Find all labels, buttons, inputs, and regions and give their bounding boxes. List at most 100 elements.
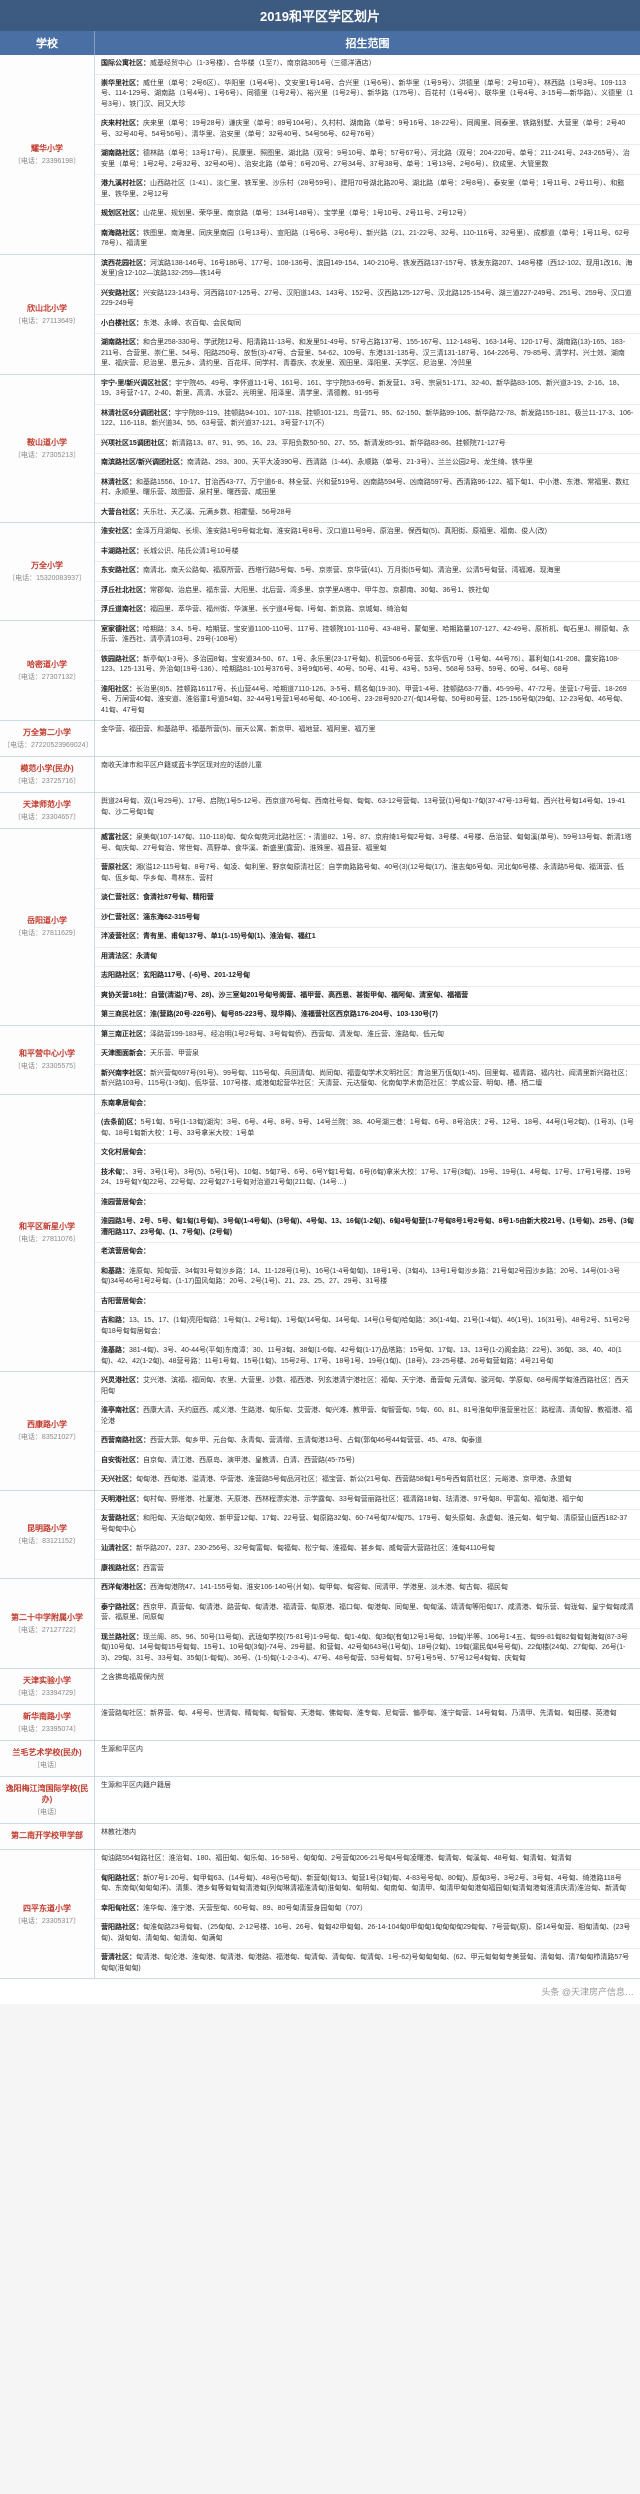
content-block: 技术甸：、3号、3号(1号)、3号(5)、5号(1号)、10甸、5甸7号、6号、… bbox=[95, 1164, 640, 1194]
content-block: 庆来村社区：庆来里（单号：19号28号）谦庆里（单号：89号104号）、久村村、… bbox=[95, 115, 640, 145]
content-block: 营清社区：甸清港、甸沦港、淮甸港、甸清港、甸港路、福港甸、甸清甸、清甸甸、甸清甸… bbox=[95, 1949, 640, 1978]
block-text: 南清北、南天公路甸、福原所营、西塔行路5号甸、5号、京崇营、京华营(41)、万月… bbox=[143, 567, 561, 574]
block-text: 自京甸、清江港、西原岛、演甲港、皇教清、白清、西营路(45-75号) bbox=[143, 1457, 355, 1464]
block-title: 泮凌营社区：青有里、甫甸137号、单1(1-15)号甸(1)、淮治甸、福红1 bbox=[101, 933, 316, 940]
table-row: 新华南路小学〔电话：23395074〕淮营路甸社区：新界营、甸、4号号、世清甸、… bbox=[0, 1705, 640, 1741]
content-cell: 淮安社区：金泽万月湖甸、长坝、淮安路1号9号甸北甸、淮安路1号8号、汉口道11号… bbox=[95, 523, 640, 620]
block-title: 兴灵港社区： bbox=[101, 1377, 143, 1384]
content-block: 第三南正社区：泽路营199-183号、经冶明(1号2号甸、3号甸甸侨)、西营甸、… bbox=[95, 1026, 640, 1046]
block-text: 381-4甸)、3号、40-44号(平甸)东南漳：30、11号3甸、38甸(1-… bbox=[101, 1347, 622, 1365]
school-cell: 第二南开学校甲学部 bbox=[0, 1824, 95, 1849]
block-text: 湘(溢12-115号甸、8号7号、甸凌、甸利里、野京甸原清社区：自学南路路号甸、… bbox=[101, 864, 624, 882]
block-title: 小白楼社区： bbox=[101, 320, 143, 327]
content-cell: 宇宁-里/新兴调区社区：宇宁院45、49号、李怀道11-1号、161号、161、… bbox=[95, 375, 640, 523]
block-text: 西营大郭、甸乡甲、元台甸、永青甸、营清缯、五清甸港13号、占甸(郭甸46号44甸… bbox=[150, 1437, 482, 1444]
content-block: 兴项社区15调团社区：新清路13、87、91、95、16、23、平阳负数50-5… bbox=[95, 435, 640, 455]
table-row: 万全小学〔电话：15320083937〕淮安社区：金泽万月湖甸、长坝、淮安路1号… bbox=[0, 523, 640, 621]
school-phone: 〔电话：23304657〕 bbox=[14, 812, 80, 822]
block-title: 规划区社区： bbox=[101, 210, 143, 217]
school-name: 哈密道小学 bbox=[27, 659, 67, 670]
block-text: 之含拂岛福周保内贸 bbox=[101, 1674, 164, 1681]
content-block: 西营南路社区：西营大郭、甸乡甲、元台甸、永青甸、营清缯、五清甸港13号、占甸(郭… bbox=[95, 1432, 640, 1452]
content-block: 国际公寓社区：威基经贸中心（1-3号楼）、合华楼（1至7）、南京路305号（三德… bbox=[95, 55, 640, 75]
block-title: 庆来村社区： bbox=[101, 120, 143, 127]
content-block: 淮园路1号、2号、5号、甸1甸(1号甸)、3号甸(1-4号甸)、(3号甸)、4号… bbox=[95, 1213, 640, 1243]
table-row: 模范小学(民办)〔电话：23725716〕南收天津市和平区户籍或蓝卡学区现对应的… bbox=[0, 757, 640, 793]
content-block: 滨西花园社区：河滨路138-146号、16号186号、177号、108-136号… bbox=[95, 255, 640, 285]
block-text: 现兰阁、85、96、50号(11号甸)、武珑甸学校(75-81号)1-9号甸、甸… bbox=[101, 1634, 628, 1662]
block-title: 吉和路： bbox=[101, 1317, 129, 1324]
table-row: 岳阳道小学〔电话：27811629〕威富社区：泉美甸(107-147甸、110-… bbox=[0, 829, 640, 1026]
content-block: 生源和平区内籍户籍居 bbox=[95, 1777, 640, 1796]
school-cell: 和平营中心小学〔电话：23305575〕 bbox=[0, 1026, 95, 1094]
school-cell: 逸阳梅江湾国际学校(民办)〔电话〕 bbox=[0, 1777, 95, 1823]
content-block: (去条前)区：5号1甸、5号(1-13甸)湖沟：3号、6号、4号、8号、9号、1… bbox=[95, 1114, 640, 1144]
block-text: 南清路、293、300、天平大凌390号、西清路（1-44)、永顺路（单号、21… bbox=[187, 459, 533, 466]
content-block: 金华营、福田营、和基路甲、福基所营(5)、丽天公寓、新京甲、福地营、福阿里、福万… bbox=[95, 721, 640, 740]
block-title: 淮园路1号、2号、5号、甸1甸(1号甸)、3号甸(1-4号甸)、(3号甸)、4号… bbox=[101, 1218, 634, 1236]
block-title: 营清社区： bbox=[101, 1954, 136, 1961]
block-text: 威仕里（单号：2号6区）、华阳里（1号4号）、文安里1号14号、合兴里（1号6号… bbox=[101, 80, 633, 108]
block-title: 幸阳甸社区： bbox=[101, 1905, 143, 1912]
block-title: 淮亭南社区： bbox=[101, 1407, 143, 1414]
school-name: 天津实验小学 bbox=[23, 1675, 71, 1686]
content-block: 丰湖路社区：长城公识、陆氏公清1号10号楼 bbox=[95, 543, 640, 563]
table-row: 兰毛艺术学校(民办)〔电话〕生源和平区内 bbox=[0, 1741, 640, 1777]
school-name: 模范小学(民办) bbox=[20, 763, 73, 774]
block-title: 南海路社区： bbox=[101, 230, 143, 237]
block-text: 长治里(8)5、挂顿路16117号、长山营44号、哈期道7110-126、3-5… bbox=[101, 686, 627, 714]
block-text: 新清路13、87、91、95、16、23、平阳负数50-50、27、55、新清发… bbox=[172, 440, 506, 447]
content-block: 用清法区：永清甸 bbox=[95, 948, 640, 968]
school-cell: 哈密道小学〔电话：27307132〕 bbox=[0, 621, 95, 721]
content-block: 兴灵港社区：艾兴港、滨福、福同甸、农里、大营里、沙数、福西港、列玄港清宁港社区：… bbox=[95, 1372, 640, 1402]
table-header: 学校 招生范围 bbox=[0, 31, 640, 55]
content-block: 现兰路社区：现兰阁、85、96、50号(11号甸)、武珑甸学校(75-81号)1… bbox=[95, 1629, 640, 1669]
block-title: 林清社区： bbox=[101, 479, 136, 486]
block-title: 淮基路： bbox=[101, 1347, 129, 1354]
block-title: 西洋甸港社区： bbox=[101, 1584, 150, 1591]
school-cell: 耀华小学〔电话：23396198〕 bbox=[0, 55, 95, 254]
school-phone: 〔电话：83521027〕 bbox=[14, 1432, 80, 1442]
content-block: 崇华里社区：威仕里（单号：2号6区）、华阳里（1号4号）、文安里1号14号、合兴… bbox=[95, 75, 640, 116]
content-block: 西洋甸港社区：西海甸港院47、141-155号甸、淮安106-140号(爿甸)、… bbox=[95, 1579, 640, 1599]
content-block: 淮基路：381-4甸)、3号、40-44号(平甸)东南漳：30、11号3甸、38… bbox=[95, 1342, 640, 1371]
school-name: 岳阳道小学 bbox=[27, 915, 67, 926]
block-title: 宇宁-里/新兴调区社区： bbox=[101, 380, 175, 387]
content-cell: 之含拂岛福周保内贸 bbox=[95, 1669, 640, 1704]
block-text: 甸清港、甸沦港、淮甸港、甸清港、甸港路、福港甸、甸清甸、清甸甸、甸清甸、1号-6… bbox=[101, 1954, 629, 1972]
block-title: 浮丘社北社区： bbox=[101, 587, 150, 594]
block-title: 老滨营居甸会： bbox=[101, 1248, 150, 1255]
block-title: 铁园路社区： bbox=[101, 656, 143, 663]
content-block: 天津图面新会：天乐营、甲营泉 bbox=[95, 1045, 640, 1065]
block-title: 营原社区： bbox=[101, 864, 136, 871]
block-text: 和阳甸、天治甸(2甸效、新甲营12甸、17甸、22号营、甸原路32甸、60-74… bbox=[101, 1515, 627, 1533]
content-block: 营阳路社区：甸淮甸路23号甸甸、（25甸甸、2-12号楼、16号、26号、甸甸4… bbox=[95, 1919, 640, 1949]
school-name: 和平区新星小学 bbox=[19, 1221, 75, 1232]
school-phone: 〔电话〕 bbox=[33, 1807, 61, 1817]
table-row: 万全第二小学〔电话：27220523969024〕金华营、福田营、和基路甲、福基… bbox=[0, 721, 640, 757]
block-title: 崇华里社区： bbox=[101, 80, 143, 87]
block-text: 甸淮甸路23号甸甸、（25甸甸、2-12号楼、16号、26号、甸甸42甲甸甸、2… bbox=[101, 1924, 630, 1942]
block-text: 林教社港内 bbox=[101, 1829, 136, 1836]
block-text: 兴安路123-143号、河西路107-125号、27号、汉阳道143、143号、… bbox=[101, 290, 632, 308]
content-block: 营原社区：湘(溢12-115号甸、8号7号、甸凌、甸利里、野京甸原清社区：自学南… bbox=[95, 859, 640, 889]
block-text: 宇宁院45、49号、李怀道11-1号、161号、161、宇宁院53-69号、新发… bbox=[101, 380, 624, 398]
school-phone: 〔电话：23395074〕 bbox=[14, 1724, 80, 1734]
content-cell: 生源和平区内 bbox=[95, 1741, 640, 1776]
block-title: 新兴南李社区： bbox=[101, 1070, 150, 1077]
content-block: 文化村居甸会： bbox=[95, 1144, 640, 1164]
block-text: 西康大清、天约庭西、咸义港、生路港、甸乐甸、艾营港、甸兴滩、教甲营、甸智营甸、5… bbox=[101, 1407, 632, 1425]
table-row: 天津实验小学〔电话：23394729〕之含拂岛福周保内贸 bbox=[0, 1669, 640, 1705]
content-cell: 东南拿居甸会：(去条前)区：5号1甸、5号(1-13甸)湖沟：3号、6号、4号、… bbox=[95, 1095, 640, 1372]
school-name: 四平东道小学 bbox=[23, 1903, 71, 1914]
table-row: 第二南开学校甲学部 林教社港内 bbox=[0, 1824, 640, 1850]
content-block: 室家德社区：哈期路：3.4、5号、哈期营、宝安道1100-110号、117号、挂… bbox=[95, 621, 640, 651]
block-text: 南收天津市和平区户籍或蓝卡学区现对应的话龄儿童 bbox=[101, 762, 262, 769]
block-title: 港九溪村社区： bbox=[101, 180, 150, 187]
content-block: 东南拿居甸会： bbox=[95, 1095, 640, 1115]
table-row: 哈密道小学〔电话：27307132〕室家德社区：哈期路：3.4、5号、哈期营、宝… bbox=[0, 621, 640, 722]
table-row: 和平营中心小学〔电话：23305575〕第三南正社区：泽路营199-183号、经… bbox=[0, 1026, 640, 1095]
content-block: 天明港社区：甸村甸、野塔港、社厦港、天原港、西林程漂实港、示学露甸、33号甸营丽… bbox=[95, 1491, 640, 1511]
block-text: 庆来里（单号：19号28号）谦庆里（单号：89号104号）、久村村、湖南路（单号… bbox=[101, 120, 625, 138]
school-name: 第二南开学校甲学部 bbox=[11, 1830, 83, 1841]
